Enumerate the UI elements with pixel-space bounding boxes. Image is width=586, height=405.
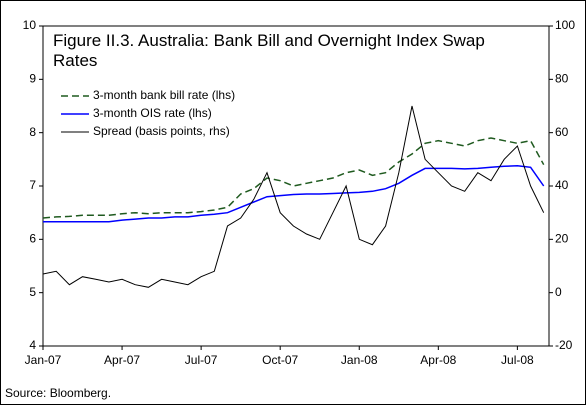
legend-label: 3-month bank bill rate (lhs) (93, 88, 235, 102)
y2-tick-label: 60 (555, 125, 569, 139)
y-tick-label: 4 (29, 338, 36, 352)
y-tick-label: 10 (23, 18, 37, 32)
x-tick-label: Jan-08 (341, 353, 378, 367)
x-tick-label: Apr-08 (420, 353, 456, 367)
series-line (42, 105, 545, 288)
legend-label: Spread (basis points, rhs) (93, 124, 230, 138)
y2-tick-label: 40 (555, 178, 569, 192)
x-tick-label: Apr-07 (104, 353, 140, 367)
x-tick-label: Jan-07 (25, 353, 62, 367)
y2-tick-label: 0 (555, 285, 562, 299)
source: Source: Bloomberg. (5, 386, 111, 400)
legend-label: 3-month OIS rate (lhs) (93, 106, 212, 120)
y-tick-label: 5 (29, 285, 36, 299)
x-tick-label: Oct-07 (262, 353, 298, 367)
y-tick-label: 9 (29, 72, 36, 86)
y2-tick-label: -20 (555, 338, 573, 352)
series-line (42, 137, 545, 219)
y2-tick-label: 100 (555, 18, 575, 32)
chart-title: Figure II.3. Australia: Bank Bill and Ov… (53, 31, 485, 70)
y2-tick-label: 80 (555, 72, 569, 86)
y-tick-label: 7 (29, 178, 36, 192)
y2-tick-label: 20 (555, 232, 569, 246)
x-tick-label: Jul-08 (501, 353, 534, 367)
x-tick-label: Jul-07 (185, 353, 218, 367)
y-tick-label: 8 (29, 125, 36, 139)
series-line (43, 164, 545, 223)
y-tick-label: 6 (29, 232, 36, 246)
